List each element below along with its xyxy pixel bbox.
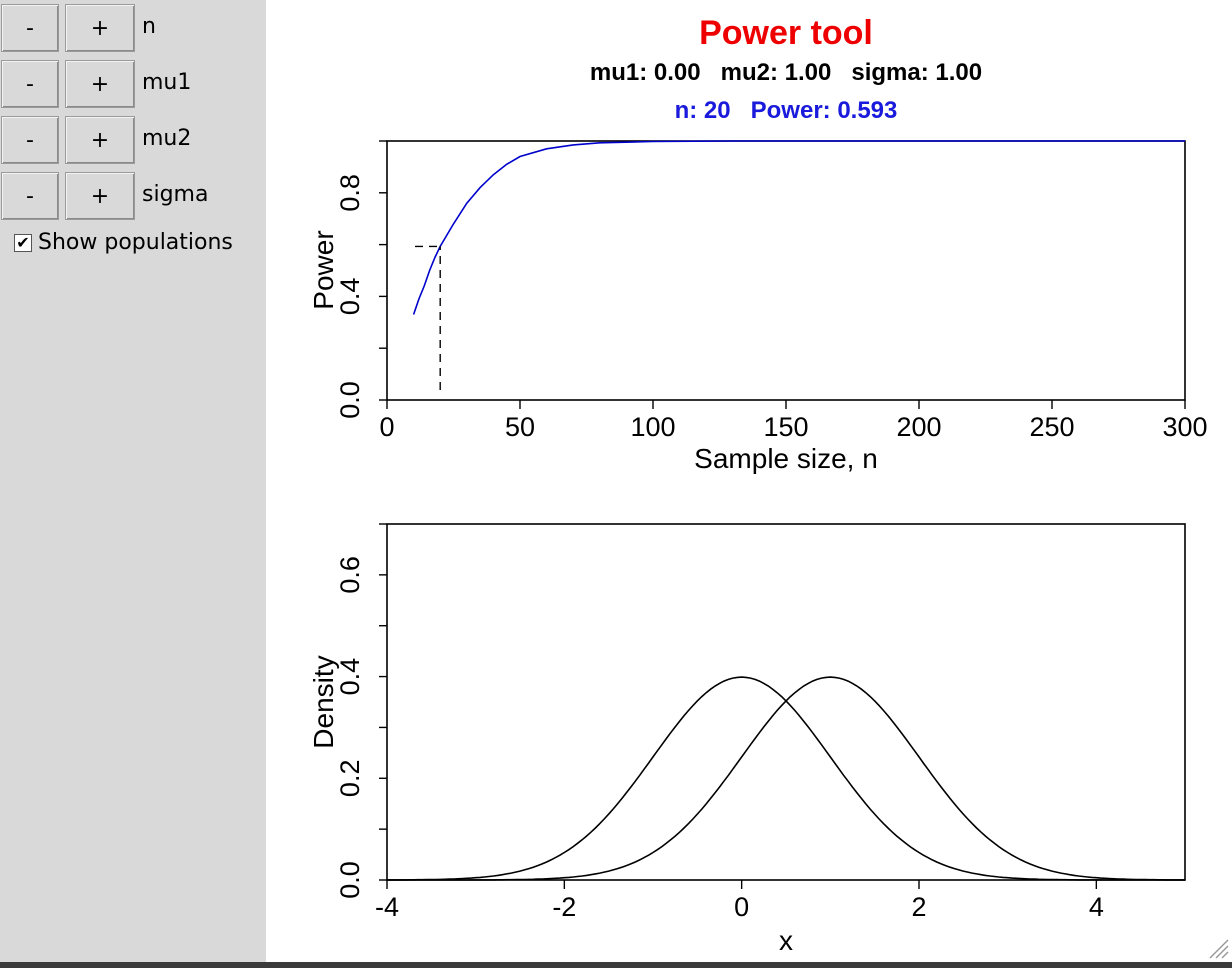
n-increase-button[interactable]: + bbox=[65, 4, 135, 52]
sigma-control: - + sigma bbox=[0, 170, 266, 222]
x-tick-label: 150 bbox=[763, 412, 808, 442]
x-tick-label: 2 bbox=[911, 892, 926, 922]
n-decrease-button[interactable]: - bbox=[1, 4, 59, 52]
power-curve bbox=[412, 140, 1185, 315]
show-populations-label: Show populations bbox=[38, 230, 233, 255]
mu2-label: mu2 bbox=[142, 126, 192, 151]
resize-grip-icon[interactable] bbox=[1204, 934, 1230, 960]
plot-frame bbox=[386, 140, 1186, 401]
mu2-increase-button[interactable]: + bbox=[65, 116, 135, 164]
power-plot: 0 50 100 150 200 250 300 0.0 0.4 0.8 Sample size, … bbox=[308, 140, 1208, 474]
show-populations-checkbox[interactable]: ✔ bbox=[14, 233, 32, 252]
mu2-decrease-button[interactable]: - bbox=[1, 116, 59, 164]
plot-frame bbox=[386, 523, 1186, 881]
x-tick-label: 0 bbox=[379, 412, 394, 442]
mu1-increase-button[interactable]: + bbox=[65, 60, 135, 108]
plot-canvas: Power tool mu1: 0.00 mu2: 1.00 sigma: 1.… bbox=[308, 14, 1208, 956]
y-tick-label: 0.6 bbox=[335, 556, 365, 594]
show-populations-toggle[interactable]: ✔ Show populations bbox=[14, 230, 233, 255]
y-axis-label: Power bbox=[308, 230, 339, 309]
x-tick-label: 0 bbox=[734, 892, 749, 922]
mu1-control: - + mu1 bbox=[0, 58, 266, 110]
y-tick-label: 0.0 bbox=[335, 861, 365, 899]
plot-area: Power tool mu1: 0.00 mu2: 1.00 sigma: 1.… bbox=[266, 0, 1232, 968]
mu1-decrease-button[interactable]: - bbox=[1, 60, 59, 108]
power-result: n: 20 Power: 0.593 bbox=[675, 97, 898, 124]
x-axis-label: x bbox=[779, 925, 793, 956]
window-bottom-edge bbox=[0, 962, 1232, 968]
sigma-decrease-button[interactable]: - bbox=[1, 172, 59, 220]
control-panel: - + n - + mu1 - + mu2 - + sigma ✔ Show p… bbox=[0, 0, 266, 968]
density-curve-1 bbox=[387, 676, 1185, 881]
y-axis-label: Density bbox=[308, 655, 339, 748]
x-tick-label: 50 bbox=[505, 412, 535, 442]
density-plot: -4 -2 0 2 4 0.0 0.2 0.4 0.6 x Density bbox=[308, 523, 1186, 956]
n-label: n bbox=[142, 14, 156, 39]
y-tick-label: 0.8 bbox=[335, 174, 365, 212]
x-axis-label: Sample size, n bbox=[694, 443, 878, 474]
sigma-increase-button[interactable]: + bbox=[65, 172, 135, 220]
n-control: - + n bbox=[0, 2, 266, 54]
x-tick-label: 300 bbox=[1162, 412, 1207, 442]
y-tick-label: 0.4 bbox=[335, 658, 365, 696]
mu2-control: - + mu2 bbox=[0, 114, 266, 166]
x-tick-label: 250 bbox=[1029, 412, 1074, 442]
x-tick-label: 200 bbox=[896, 412, 941, 442]
x-tick-label: -2 bbox=[552, 892, 576, 922]
mu1-label: mu1 bbox=[142, 70, 192, 95]
parameter-summary: mu1: 0.00 mu2: 1.00 sigma: 1.00 bbox=[590, 59, 982, 86]
x-tick-label: 100 bbox=[630, 412, 675, 442]
y-tick-label: 0.2 bbox=[335, 760, 365, 798]
plot-title: Power tool bbox=[699, 14, 873, 52]
y-tick-label: 0.0 bbox=[335, 381, 365, 419]
x-tick-label: -4 bbox=[375, 892, 399, 922]
y-tick-label: 0.4 bbox=[335, 278, 365, 316]
density-curve-2 bbox=[387, 676, 1185, 881]
x-tick-label: 4 bbox=[1089, 892, 1104, 922]
sigma-label: sigma bbox=[142, 182, 209, 207]
